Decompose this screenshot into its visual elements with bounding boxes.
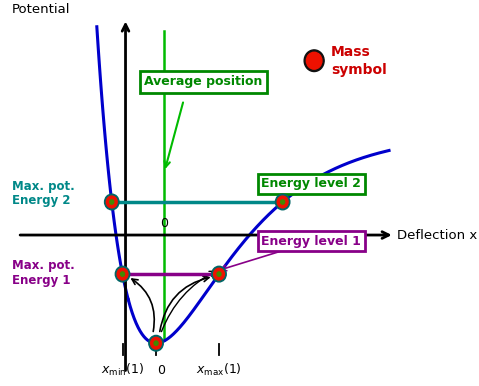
Circle shape (217, 272, 221, 276)
Circle shape (154, 341, 158, 345)
Text: $x_{\min}(1)$: $x_{\min}(1)$ (101, 362, 144, 378)
Circle shape (104, 194, 119, 210)
Circle shape (149, 335, 163, 351)
Circle shape (275, 194, 290, 210)
Circle shape (117, 268, 128, 280)
Text: $x_{\max}(1)$: $x_{\max}(1)$ (196, 362, 242, 378)
Text: Deflection x: Deflection x (398, 229, 478, 242)
Circle shape (214, 268, 225, 280)
Text: Potential: Potential (12, 3, 70, 16)
Text: Average position: Average position (144, 75, 262, 88)
Text: 0: 0 (160, 217, 168, 230)
Text: Energy level 1: Energy level 1 (262, 235, 361, 247)
Text: Energy 2: Energy 2 (12, 194, 70, 207)
Circle shape (121, 272, 125, 276)
Circle shape (115, 266, 130, 282)
Text: symbol: symbol (331, 63, 387, 77)
Circle shape (150, 337, 161, 349)
Text: Mass: Mass (331, 45, 371, 59)
Text: Max. pot.: Max. pot. (12, 180, 75, 193)
Text: Energy 1: Energy 1 (12, 274, 70, 287)
Circle shape (106, 196, 117, 208)
Circle shape (307, 52, 322, 69)
Circle shape (277, 196, 288, 208)
Text: 0: 0 (158, 364, 166, 377)
Circle shape (304, 50, 324, 71)
Text: Energy level 2: Energy level 2 (262, 178, 361, 190)
Circle shape (212, 266, 226, 282)
Circle shape (110, 200, 114, 204)
Circle shape (281, 200, 285, 204)
Text: Max. pot.: Max. pot. (12, 259, 75, 272)
